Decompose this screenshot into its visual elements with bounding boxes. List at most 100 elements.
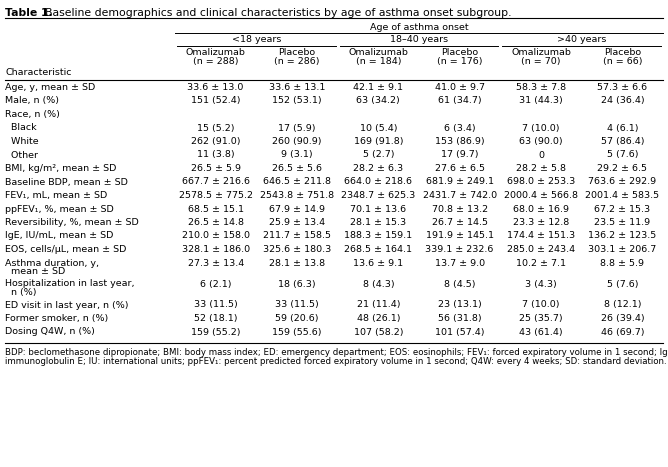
Text: (n = 288): (n = 288): [193, 57, 238, 66]
Text: 25 (35.7): 25 (35.7): [519, 314, 563, 323]
Text: 7 (10.0): 7 (10.0): [522, 300, 560, 310]
Text: Baseline BDP, mean ± SD: Baseline BDP, mean ± SD: [5, 177, 128, 186]
Text: 5 (7.6): 5 (7.6): [607, 150, 638, 160]
Text: 59 (20.6): 59 (20.6): [275, 314, 319, 323]
Text: immunoglobulin E; IU: international units; ppFEV₁: percent predicted forced expi: immunoglobulin E; IU: international unit…: [5, 357, 667, 366]
Text: Hospitalization in last year,: Hospitalization in last year,: [5, 280, 134, 289]
Text: 328.1 ± 186.0: 328.1 ± 186.0: [182, 245, 250, 254]
Text: 2431.7 ± 742.0: 2431.7 ± 742.0: [423, 191, 497, 200]
Text: (n = 286): (n = 286): [275, 57, 320, 66]
Text: Age of asthma onset: Age of asthma onset: [369, 23, 468, 32]
Text: EOS, cells/μL, mean ± SD: EOS, cells/μL, mean ± SD: [5, 245, 126, 254]
Text: 25.9 ± 13.4: 25.9 ± 13.4: [269, 218, 325, 227]
Text: 63 (34.2): 63 (34.2): [357, 97, 400, 106]
Text: 63 (90.0): 63 (90.0): [519, 137, 563, 146]
Text: 136.2 ± 123.5: 136.2 ± 123.5: [589, 232, 657, 241]
Text: 23.3 ± 12.8: 23.3 ± 12.8: [513, 218, 569, 227]
Text: 260 (90.9): 260 (90.9): [273, 137, 322, 146]
Text: 169 (91.8): 169 (91.8): [353, 137, 403, 146]
Text: 43 (61.4): 43 (61.4): [519, 327, 563, 337]
Text: 2000.4 ± 566.8: 2000.4 ± 566.8: [504, 191, 578, 200]
Text: 9 (3.1): 9 (3.1): [281, 150, 313, 160]
Text: 664.0 ± 218.6: 664.0 ± 218.6: [344, 177, 412, 186]
Text: 57.3 ± 6.6: 57.3 ± 6.6: [597, 83, 647, 92]
Text: 763.6 ± 292.9: 763.6 ± 292.9: [589, 177, 657, 186]
Text: Placebo: Placebo: [604, 48, 641, 57]
Text: Placebo: Placebo: [441, 48, 478, 57]
Text: 681.9 ± 249.1: 681.9 ± 249.1: [426, 177, 494, 186]
Text: 18–40 years: 18–40 years: [390, 35, 448, 44]
Text: 33.6 ± 13.1: 33.6 ± 13.1: [269, 83, 325, 92]
Text: Table 1.: Table 1.: [5, 8, 53, 18]
Text: 2543.8 ± 751.8: 2543.8 ± 751.8: [260, 191, 334, 200]
Text: 107 (58.2): 107 (58.2): [353, 327, 403, 337]
Text: Placebo: Placebo: [279, 48, 315, 57]
Text: 8 (12.1): 8 (12.1): [604, 300, 641, 310]
Text: ppFEV₁, %, mean ± SD: ppFEV₁, %, mean ± SD: [5, 205, 114, 213]
Text: 10.2 ± 7.1: 10.2 ± 7.1: [516, 259, 566, 268]
Text: 23 (13.1): 23 (13.1): [438, 300, 482, 310]
Text: 52 (18.1): 52 (18.1): [194, 314, 237, 323]
Text: 285.0 ± 243.4: 285.0 ± 243.4: [507, 245, 575, 254]
Text: Age, y, mean ± SD: Age, y, mean ± SD: [5, 83, 96, 92]
Text: 211.7 ± 158.5: 211.7 ± 158.5: [263, 232, 331, 241]
Text: 11 (3.8): 11 (3.8): [197, 150, 234, 160]
Text: FEV₁, mL, mean ± SD: FEV₁, mL, mean ± SD: [5, 191, 108, 200]
Text: 8.8 ± 5.9: 8.8 ± 5.9: [601, 259, 645, 268]
Text: 8 (4.5): 8 (4.5): [444, 280, 476, 289]
Text: 26.5 ± 5.6: 26.5 ± 5.6: [272, 164, 322, 173]
Text: (n = 176): (n = 176): [437, 57, 482, 66]
Text: 68.0 ± 16.9: 68.0 ± 16.9: [513, 205, 569, 213]
Text: 27.3 ± 13.4: 27.3 ± 13.4: [188, 259, 244, 268]
Text: 41.0 ± 9.7: 41.0 ± 9.7: [435, 83, 485, 92]
Text: 23.5 ± 11.9: 23.5 ± 11.9: [595, 218, 651, 227]
Text: Dosing Q4W, n (%): Dosing Q4W, n (%): [5, 327, 95, 337]
Text: 17 (5.9): 17 (5.9): [279, 123, 316, 133]
Text: 174.4 ± 151.3: 174.4 ± 151.3: [507, 232, 575, 241]
Text: Asthma duration, y,: Asthma duration, y,: [5, 259, 99, 268]
Text: 8 (4.3): 8 (4.3): [363, 280, 394, 289]
Text: 67.9 ± 14.9: 67.9 ± 14.9: [269, 205, 325, 213]
Text: 5 (7.6): 5 (7.6): [607, 280, 638, 289]
Text: 33.6 ± 13.0: 33.6 ± 13.0: [188, 83, 244, 92]
Text: 191.9 ± 145.1: 191.9 ± 145.1: [426, 232, 494, 241]
Text: 33 (11.5): 33 (11.5): [194, 300, 238, 310]
Text: 26.5 ± 5.9: 26.5 ± 5.9: [190, 164, 240, 173]
Text: 268.5 ± 164.1: 268.5 ± 164.1: [344, 245, 412, 254]
Text: Race, n (%): Race, n (%): [5, 110, 60, 119]
Text: 68.5 ± 15.1: 68.5 ± 15.1: [188, 205, 244, 213]
Text: 646.5 ± 211.8: 646.5 ± 211.8: [263, 177, 331, 186]
Text: 339.1 ± 232.6: 339.1 ± 232.6: [426, 245, 494, 254]
Text: 210.0 ± 158.0: 210.0 ± 158.0: [182, 232, 250, 241]
Text: 153 (86.9): 153 (86.9): [435, 137, 484, 146]
Text: 26 (39.4): 26 (39.4): [601, 314, 644, 323]
Text: (n = 70): (n = 70): [521, 57, 560, 66]
Text: 159 (55.2): 159 (55.2): [191, 327, 240, 337]
Text: 70.1 ± 13.6: 70.1 ± 13.6: [350, 205, 406, 213]
Text: 2001.4 ± 583.5: 2001.4 ± 583.5: [585, 191, 659, 200]
Text: 48 (26.1): 48 (26.1): [357, 314, 400, 323]
Text: 18 (6.3): 18 (6.3): [278, 280, 316, 289]
Text: Male, n (%): Male, n (%): [5, 97, 59, 106]
Text: 151 (52.4): 151 (52.4): [191, 97, 240, 106]
Text: Characteristic: Characteristic: [5, 68, 71, 77]
Text: ED visit in last year, n (%): ED visit in last year, n (%): [5, 300, 128, 310]
Text: 56 (31.8): 56 (31.8): [438, 314, 482, 323]
Text: (n = 66): (n = 66): [603, 57, 642, 66]
Text: >40 years: >40 years: [557, 35, 607, 44]
Text: 2578.5 ± 775.2: 2578.5 ± 775.2: [178, 191, 253, 200]
Text: mean ± SD: mean ± SD: [5, 268, 65, 276]
Text: 70.8 ± 13.2: 70.8 ± 13.2: [432, 205, 488, 213]
Text: 26.5 ± 14.8: 26.5 ± 14.8: [188, 218, 244, 227]
Text: Omalizumab: Omalizumab: [186, 48, 246, 57]
Text: 28.1 ± 15.3: 28.1 ± 15.3: [350, 218, 406, 227]
Text: 24 (36.4): 24 (36.4): [601, 97, 644, 106]
Text: 5 (2.7): 5 (2.7): [363, 150, 394, 160]
Text: 67.2 ± 15.3: 67.2 ± 15.3: [595, 205, 651, 213]
Text: 152 (53.1): 152 (53.1): [272, 97, 322, 106]
Text: 325.6 ± 180.3: 325.6 ± 180.3: [263, 245, 331, 254]
Text: 15 (5.2): 15 (5.2): [197, 123, 234, 133]
Text: Omalizumab: Omalizumab: [511, 48, 571, 57]
Text: 46 (69.7): 46 (69.7): [601, 327, 644, 337]
Text: 0: 0: [538, 150, 544, 160]
